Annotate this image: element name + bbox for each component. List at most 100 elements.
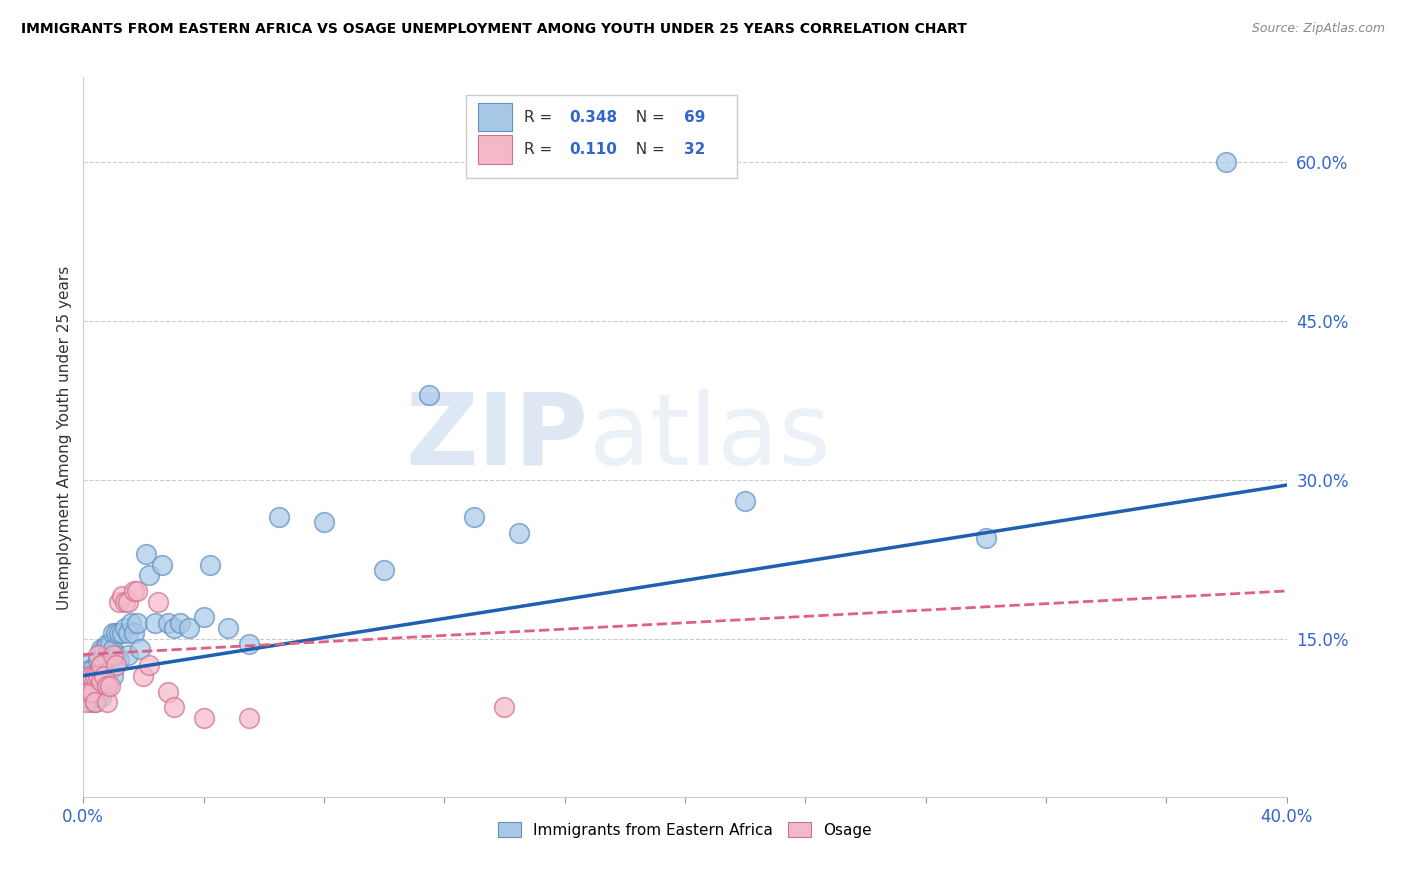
Point (87, 679, 110, 693)
Point (90, 690, 112, 704)
Point (90, 658, 112, 673)
Point (79, 690, 101, 704)
Point (105, 658, 128, 673)
Point (508, 525, 530, 540)
Point (87, 653, 110, 667)
Point (117, 594, 139, 608)
Point (148, 594, 170, 608)
Point (162, 621, 184, 635)
Point (117, 626, 139, 640)
Point (103, 642, 125, 657)
Text: R =: R = (523, 142, 562, 157)
Point (103, 668, 125, 682)
Point (84, 668, 107, 682)
Point (84, 679, 107, 693)
Point (114, 594, 136, 608)
Point (96, 695, 118, 709)
Text: 0.110: 0.110 (569, 142, 617, 157)
Point (96, 679, 118, 693)
Point (82, 695, 104, 709)
Point (93, 642, 115, 657)
Point (974, 531, 997, 545)
Point (79, 679, 101, 693)
Point (79, 664, 101, 678)
Point (117, 648, 139, 662)
Point (217, 621, 239, 635)
Point (75, 684, 97, 698)
Point (82, 664, 104, 678)
Point (463, 509, 485, 524)
Point (82, 668, 104, 682)
Point (79, 673, 101, 688)
Point (79, 668, 101, 682)
Y-axis label: Unemployment Among Youth under 25 years: Unemployment Among Youth under 25 years (58, 265, 72, 609)
Text: R =: R = (523, 110, 557, 125)
Text: N =: N = (626, 110, 669, 125)
Point (90, 673, 112, 688)
FancyBboxPatch shape (478, 103, 512, 131)
Point (90, 668, 112, 682)
Point (162, 700, 184, 714)
Point (138, 568, 160, 582)
Legend: Immigrants from Eastern Africa, Osage: Immigrants from Eastern Africa, Osage (492, 815, 879, 844)
Point (1215, 155, 1237, 169)
Point (105, 626, 128, 640)
Point (75, 668, 97, 682)
Point (84, 695, 107, 709)
Point (267, 509, 290, 524)
Point (108, 626, 131, 640)
Point (124, 626, 146, 640)
Text: 0.348: 0.348 (569, 110, 617, 125)
Point (135, 547, 157, 561)
Text: IMMIGRANTS FROM EASTERN AFRICA VS OSAGE UNEMPLOYMENT AMONG YOUTH UNDER 25 YEARS : IMMIGRANTS FROM EASTERN AFRICA VS OSAGE … (21, 22, 967, 37)
Point (132, 668, 155, 682)
Point (734, 494, 756, 508)
Point (79, 684, 101, 698)
Point (124, 584, 146, 599)
Point (98, 679, 121, 693)
Point (108, 653, 131, 667)
Point (98, 664, 121, 678)
Point (111, 626, 134, 640)
Point (90, 658, 112, 673)
Point (82, 684, 104, 698)
Point (177, 621, 200, 635)
Point (494, 700, 516, 714)
Point (103, 648, 125, 662)
Point (96, 679, 118, 693)
Point (111, 589, 134, 603)
Point (84, 684, 107, 698)
Point (138, 658, 160, 673)
Point (87, 668, 110, 682)
Point (129, 642, 152, 657)
Point (98, 637, 121, 651)
Text: 32: 32 (683, 142, 706, 157)
Point (373, 563, 395, 577)
Point (75, 695, 97, 709)
Point (127, 615, 149, 630)
Point (127, 584, 149, 599)
Point (103, 626, 125, 640)
Point (93, 679, 115, 693)
Point (87, 648, 110, 662)
Point (114, 621, 136, 635)
Point (90, 642, 112, 657)
Point (84, 695, 107, 709)
Point (82, 668, 104, 682)
Point (105, 648, 128, 662)
Text: Source: ZipAtlas.com: Source: ZipAtlas.com (1251, 22, 1385, 36)
Text: atlas: atlas (589, 389, 831, 486)
Text: 69: 69 (683, 110, 706, 125)
Point (193, 711, 215, 725)
Point (238, 711, 260, 725)
Point (418, 388, 440, 402)
Point (96, 653, 118, 667)
Point (96, 637, 118, 651)
Point (87, 668, 110, 682)
Point (120, 615, 142, 630)
Point (150, 558, 173, 572)
Point (75, 658, 97, 673)
Point (90, 679, 112, 693)
Point (169, 615, 191, 630)
Point (93, 668, 115, 682)
